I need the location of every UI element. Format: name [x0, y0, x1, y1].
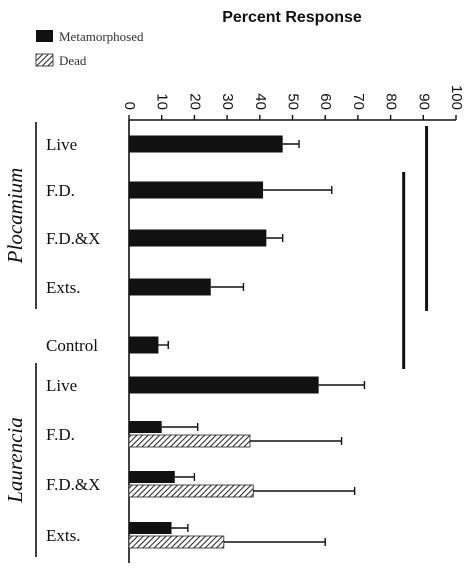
- bar-metamorphosed: [129, 181, 264, 199]
- x-tick-label: 40: [252, 93, 269, 110]
- significance-brackets: [402, 126, 429, 369]
- group-labels: Plocamium Laurencia: [3, 122, 37, 557]
- bar-metamorphosed: [129, 278, 211, 296]
- category-labels: Live F.D. F.D.&X Exts. Control Live F.D. F.D.&X…: [46, 135, 100, 545]
- bar-metamorphosed: [129, 421, 162, 433]
- group-label: Laurencia: [3, 417, 27, 504]
- legend-swatch-dead: [35, 53, 54, 67]
- category-label: Live: [46, 376, 77, 395]
- category-label: Exts.: [46, 526, 80, 545]
- bar-metamorphosed: [129, 376, 319, 394]
- x-tick-label: 100: [448, 85, 465, 110]
- bar-metamorphosed: [129, 471, 175, 483]
- x-tick-label: 60: [317, 93, 334, 110]
- x-tick-label: 20: [186, 93, 203, 110]
- x-axis: 0 10 20 30 40 50 60 70 80 90 100: [121, 85, 465, 563]
- x-tick-label: 0: [121, 102, 138, 110]
- legend-label-dead: Dead: [59, 53, 87, 68]
- category-label: F.D.: [46, 425, 75, 444]
- bar-dead: [128, 434, 251, 448]
- x-tick-label: 70: [350, 93, 367, 110]
- category-label: Control: [46, 336, 98, 355]
- group-label: Plocamium: [3, 168, 27, 265]
- category-label: F.D.: [46, 181, 75, 200]
- bar-metamorphosed: [129, 336, 159, 354]
- legend-label-metamorphosed: Metamorphosed: [59, 29, 144, 44]
- legend: Metamorphosed Dead: [35, 29, 144, 68]
- legend-swatch-metamorphosed: [36, 30, 53, 42]
- category-label: F.D.&X: [46, 229, 100, 248]
- x-tick-label: 80: [383, 93, 400, 110]
- bar-dead: [128, 535, 225, 549]
- bar-metamorphosed: [129, 135, 283, 153]
- x-tick-label: 50: [285, 93, 302, 110]
- bar-metamorphosed: [129, 522, 172, 534]
- category-label: F.D.&X: [46, 475, 100, 494]
- category-label: Exts.: [46, 278, 80, 297]
- bar-dead: [128, 484, 254, 498]
- x-tick-label: 90: [415, 93, 432, 110]
- category-label: Live: [46, 135, 77, 154]
- bars: [128, 135, 366, 549]
- bar-metamorphosed: [129, 229, 267, 247]
- x-tick-label: 10: [154, 93, 171, 110]
- chart-title: Percent Response: [222, 9, 362, 26]
- x-tick-label: 30: [219, 93, 236, 110]
